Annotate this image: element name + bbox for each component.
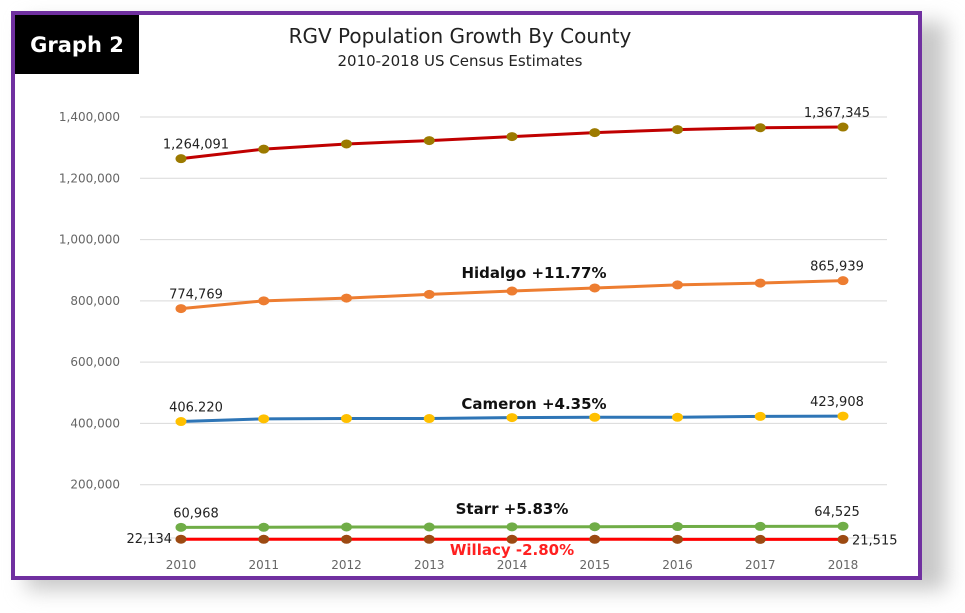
series-annotation: Hidalgo +11.77% bbox=[461, 264, 606, 282]
data-point bbox=[258, 522, 270, 532]
x-tick-label: 2014 bbox=[497, 558, 528, 572]
data-point bbox=[341, 522, 352, 532]
data-point bbox=[672, 412, 683, 422]
data-point bbox=[258, 296, 270, 306]
data-point bbox=[589, 522, 601, 532]
data-point bbox=[423, 534, 435, 544]
data-label-end: 1,367,345 bbox=[804, 106, 870, 121]
y-tick-label: 600,000 bbox=[70, 355, 120, 369]
data-point bbox=[837, 534, 849, 544]
data-point bbox=[175, 154, 187, 164]
data-point bbox=[506, 534, 518, 544]
data-point bbox=[258, 534, 270, 544]
data-label-end: 21,515 bbox=[852, 533, 898, 548]
data-point bbox=[754, 534, 766, 544]
y-tick-label: 1,200,000 bbox=[59, 171, 120, 185]
y-tick-label: 1,400,000 bbox=[59, 110, 120, 124]
y-tick-label: 400,000 bbox=[70, 416, 120, 430]
data-label-start: 406.220 bbox=[169, 401, 223, 416]
x-tick-label: 2015 bbox=[579, 558, 610, 572]
data-point bbox=[837, 521, 849, 531]
data-label-start: 1,264,091 bbox=[163, 138, 229, 153]
data-label-start: 22,134 bbox=[127, 532, 173, 547]
data-point bbox=[837, 122, 849, 132]
graph-badge: Graph 2 bbox=[15, 15, 139, 74]
series-annotation: Cameron +4.35% bbox=[461, 395, 606, 413]
data-point bbox=[589, 128, 601, 138]
data-point bbox=[754, 521, 766, 531]
data-label-end: 423,908 bbox=[810, 395, 864, 410]
data-label-end: 865,939 bbox=[810, 260, 864, 275]
series-line-rgv-total bbox=[180, 125, 844, 161]
data-point bbox=[423, 414, 435, 424]
x-tick-label: 2011 bbox=[248, 558, 279, 572]
data-point bbox=[672, 280, 683, 290]
data-point bbox=[258, 414, 270, 424]
data-point bbox=[672, 534, 683, 544]
y-tick-label: 1,000,000 bbox=[59, 233, 120, 247]
data-point bbox=[341, 414, 352, 424]
data-point bbox=[423, 522, 435, 532]
data-point bbox=[341, 534, 352, 544]
data-point bbox=[341, 293, 352, 303]
x-tick-label: 2018 bbox=[828, 558, 859, 572]
data-point bbox=[837, 276, 849, 286]
data-label-end: 64,525 bbox=[814, 505, 860, 520]
series-annotation: Starr +5.83% bbox=[456, 500, 569, 518]
x-tick-label: 2016 bbox=[662, 558, 693, 572]
data-point bbox=[258, 144, 270, 154]
x-tick-label: 2010 bbox=[166, 558, 197, 572]
data-point bbox=[175, 522, 187, 532]
data-point bbox=[589, 283, 601, 293]
data-point bbox=[175, 417, 187, 427]
data-label-start: 774,769 bbox=[169, 288, 223, 303]
data-point bbox=[506, 522, 518, 532]
data-point bbox=[589, 412, 601, 422]
data-point bbox=[506, 286, 518, 296]
series-annotation: Willacy -2.80% bbox=[450, 541, 574, 559]
data-point bbox=[175, 304, 187, 314]
chart-title: RGV Population Growth By County bbox=[288, 24, 632, 48]
data-point bbox=[754, 278, 766, 288]
chart-subtitle: 2010-2018 US Census Estimates bbox=[337, 52, 583, 70]
data-label-start: 60,968 bbox=[173, 506, 219, 521]
data-point bbox=[672, 125, 683, 135]
data-point bbox=[754, 411, 766, 421]
data-point bbox=[589, 534, 601, 544]
y-tick-label: 200,000 bbox=[70, 478, 120, 492]
data-point bbox=[506, 413, 518, 423]
x-tick-label: 2012 bbox=[331, 558, 362, 572]
y-tick-label: 800,000 bbox=[70, 294, 120, 308]
data-point bbox=[837, 411, 849, 421]
x-tick-label: 2017 bbox=[745, 558, 776, 572]
data-point bbox=[175, 534, 187, 544]
data-point bbox=[341, 139, 352, 149]
data-point bbox=[423, 136, 435, 146]
data-point bbox=[672, 522, 683, 532]
x-tick-label: 2013 bbox=[414, 558, 445, 572]
data-point bbox=[423, 289, 435, 299]
data-point bbox=[754, 123, 766, 133]
data-point bbox=[506, 132, 518, 142]
